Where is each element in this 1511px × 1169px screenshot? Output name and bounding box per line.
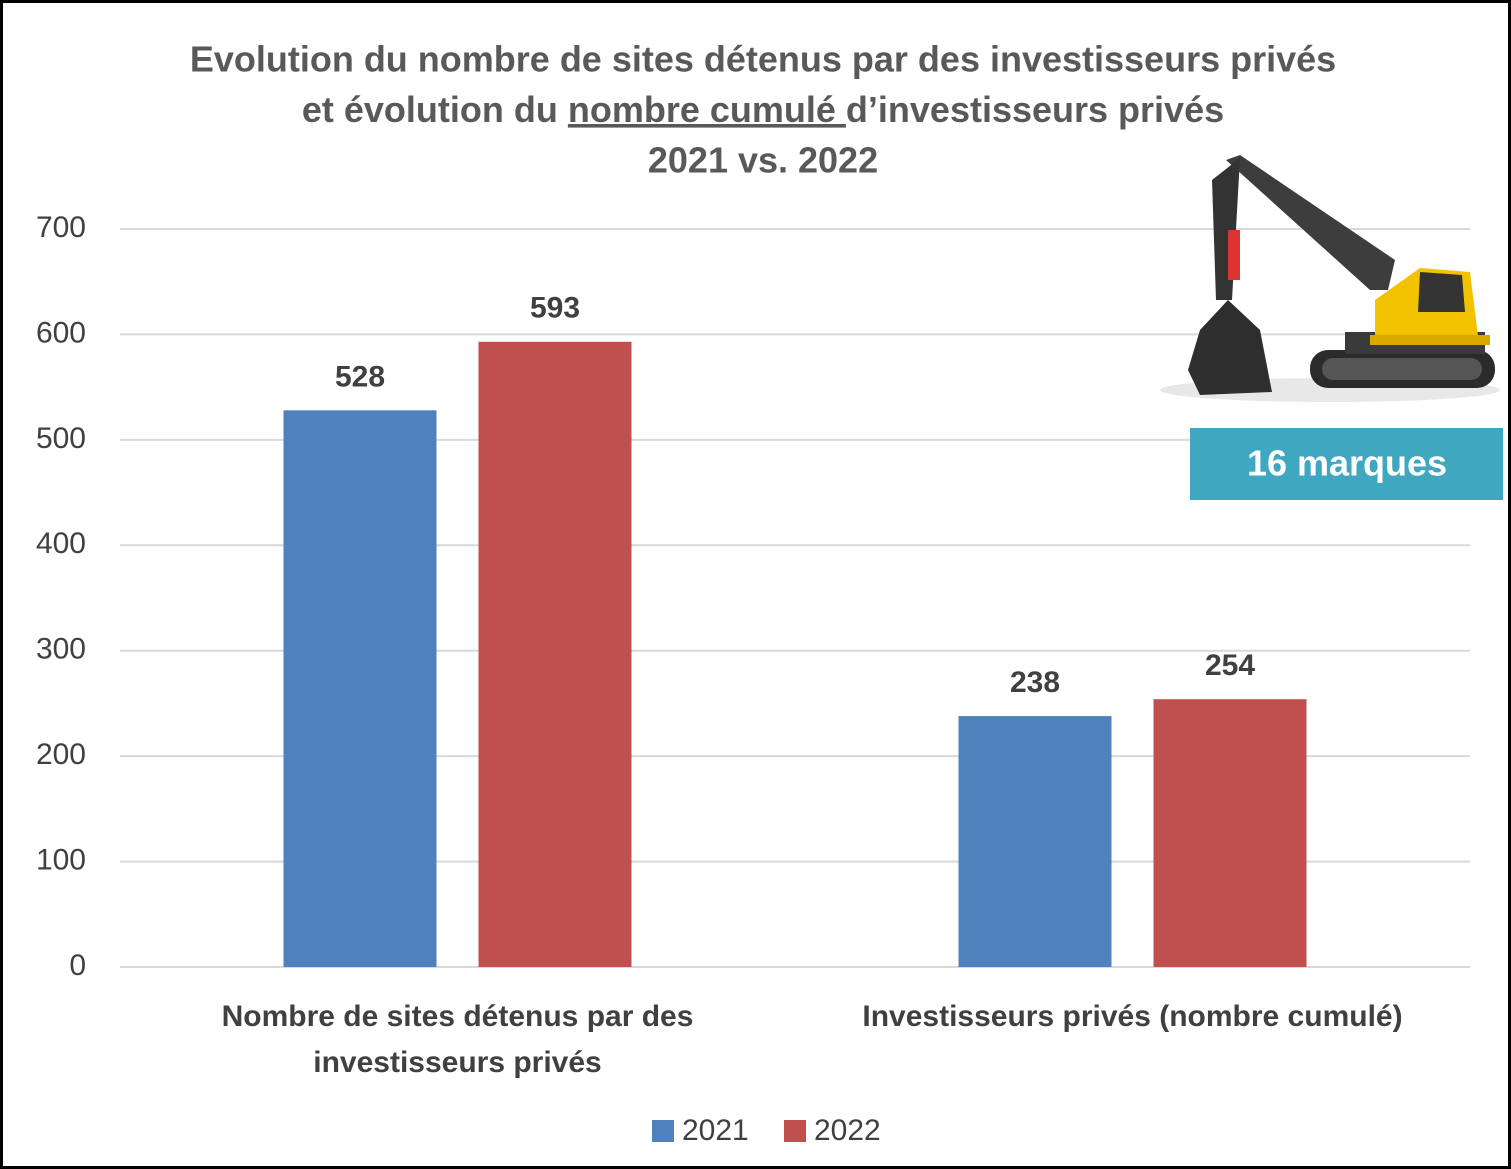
chart-title: 2021 vs. 2022 bbox=[648, 140, 878, 181]
x-tick-label: Investisseurs privés (nombre cumulé) bbox=[862, 1000, 1403, 1033]
legend-swatch bbox=[784, 1120, 806, 1142]
title-part: et évolution du bbox=[302, 89, 568, 130]
data-label: 238 bbox=[1010, 666, 1060, 699]
y-tick-label: 0 bbox=[69, 949, 86, 982]
legend-label: 2021 bbox=[682, 1114, 749, 1147]
title-part: d’investisseurs privés bbox=[846, 89, 1224, 130]
chart-title: Evolution du nombre de sites détenus par… bbox=[190, 39, 1336, 80]
y-tick-label: 700 bbox=[36, 211, 86, 244]
annotation: 16 marques bbox=[1247, 443, 1447, 484]
legend-label: 2022 bbox=[814, 1114, 881, 1147]
bar bbox=[478, 341, 632, 967]
y-tick-label: 100 bbox=[36, 843, 86, 876]
legend-swatch bbox=[652, 1120, 674, 1142]
y-tick-label: 500 bbox=[36, 422, 86, 455]
bar bbox=[958, 716, 1112, 967]
chart-title: et évolution du nombre cumulé d’investis… bbox=[302, 89, 1224, 130]
y-tick-label: 600 bbox=[36, 316, 86, 349]
y-tick-label: 300 bbox=[36, 633, 86, 666]
bar bbox=[283, 410, 437, 967]
excavator-image bbox=[1160, 155, 1500, 402]
y-tick-label: 400 bbox=[36, 527, 86, 560]
annotation-box bbox=[1190, 428, 1503, 500]
data-label: 254 bbox=[1205, 649, 1255, 682]
title-part: nombre cumulé bbox=[568, 89, 846, 130]
data-label: 528 bbox=[335, 360, 385, 393]
x-tick-label: Nombre de sites détenus par des investis… bbox=[221, 1000, 694, 1079]
y-tick-label: 200 bbox=[36, 738, 86, 771]
data-label: 593 bbox=[530, 292, 580, 325]
bar bbox=[1153, 699, 1307, 967]
